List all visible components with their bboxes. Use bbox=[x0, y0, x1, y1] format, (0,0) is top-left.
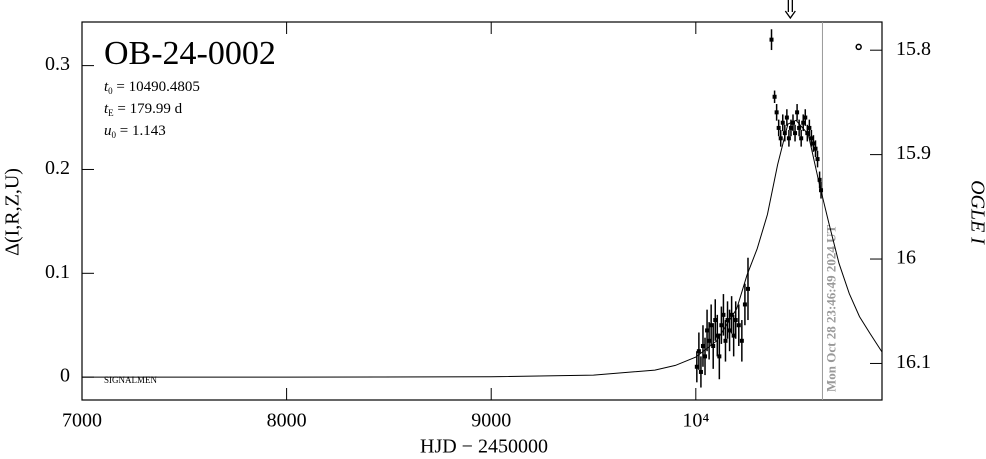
data-point bbox=[819, 188, 824, 193]
chart-title: OB-24-0002 bbox=[104, 35, 276, 72]
data-point bbox=[736, 323, 741, 328]
data-point bbox=[709, 323, 714, 328]
parameter-subscript: E bbox=[108, 108, 114, 118]
y-axis-label: Δ(I,R,Z,U) bbox=[2, 168, 24, 256]
data-point bbox=[795, 110, 800, 115]
data-point bbox=[723, 338, 728, 343]
data-point bbox=[784, 115, 789, 120]
data-point bbox=[815, 157, 820, 162]
parameter-subscript: 0 bbox=[112, 130, 117, 140]
data-point bbox=[707, 338, 712, 343]
data-point bbox=[731, 333, 736, 338]
data-point bbox=[721, 312, 726, 317]
data-point bbox=[733, 318, 738, 323]
y-tick-label: 0.2 bbox=[45, 157, 70, 179]
data-point bbox=[717, 354, 722, 359]
x-tick-label: 8000 bbox=[267, 410, 307, 432]
data-point bbox=[793, 131, 798, 136]
data-point bbox=[713, 318, 718, 323]
data-point bbox=[813, 146, 818, 151]
data-point bbox=[727, 328, 732, 333]
data-point bbox=[817, 177, 822, 182]
parameter-symbol: t bbox=[104, 101, 109, 117]
x-tick-label: 7000 bbox=[62, 410, 102, 432]
data-point bbox=[809, 136, 814, 141]
data-point bbox=[788, 125, 793, 130]
plot-frame bbox=[81, 21, 883, 401]
corner-label: SIGNALMEN bbox=[104, 375, 157, 385]
data-point bbox=[745, 286, 750, 291]
data-point bbox=[805, 131, 810, 136]
parameter-symbol: u bbox=[104, 123, 112, 139]
arrow bbox=[784, 0, 796, 20]
data-point bbox=[799, 136, 804, 141]
parameter-value: = 10490.4805 bbox=[113, 79, 200, 95]
data-point bbox=[797, 125, 802, 130]
x-axis-label: HJD − 2450000 bbox=[420, 436, 548, 458]
model-curve bbox=[82, 119, 883, 378]
data-point bbox=[780, 120, 785, 125]
parameter-value: = 1.143 bbox=[116, 123, 166, 139]
data-point bbox=[769, 37, 774, 42]
data-point bbox=[811, 141, 816, 146]
y2-tick-label: 16.1 bbox=[896, 351, 931, 373]
parameter-subscript: 0 bbox=[108, 86, 113, 96]
data-point bbox=[715, 333, 720, 338]
data-point bbox=[772, 94, 777, 99]
data-point bbox=[739, 338, 744, 343]
data-point bbox=[711, 344, 716, 348]
y2-tick-label: 15.9 bbox=[896, 142, 931, 164]
data-point bbox=[778, 136, 783, 141]
data-point bbox=[786, 136, 791, 141]
data-point bbox=[807, 125, 812, 130]
marker bbox=[855, 43, 862, 51]
data-point bbox=[782, 131, 787, 136]
parameter: u0 = 1.143 bbox=[104, 123, 166, 140]
data-point bbox=[790, 120, 795, 125]
data-point bbox=[696, 349, 701, 354]
data-point bbox=[725, 318, 730, 323]
y2-axis-label: OGLE I bbox=[966, 180, 986, 245]
parameter-symbol: t bbox=[104, 79, 109, 95]
data-point bbox=[774, 110, 779, 115]
data-point bbox=[776, 125, 781, 130]
data-point bbox=[694, 364, 699, 369]
x-tick-label: 9000 bbox=[471, 410, 511, 432]
parameter-value: = 179.99 d bbox=[114, 101, 183, 117]
data-point bbox=[700, 344, 705, 348]
data-point bbox=[705, 328, 710, 333]
data-point bbox=[729, 312, 734, 317]
data-point bbox=[719, 323, 724, 328]
y-tick-label: 0 bbox=[60, 365, 70, 387]
y2-tick-label: 16 bbox=[896, 247, 916, 269]
y2-tick-label: 15.8 bbox=[896, 38, 931, 60]
y-tick-label: 0.1 bbox=[45, 261, 70, 283]
data-point bbox=[801, 120, 806, 125]
data-point bbox=[703, 354, 708, 359]
x-tick-label: 10⁴ bbox=[682, 410, 709, 432]
data-point bbox=[803, 115, 808, 120]
data-point bbox=[742, 302, 747, 307]
parameter: tE = 179.99 d bbox=[104, 101, 183, 118]
data-point bbox=[698, 369, 703, 374]
parameter: t0 = 10490.4805 bbox=[104, 79, 200, 96]
now-label: Mon Oct 28 23:46:49 2024 UT bbox=[823, 224, 838, 392]
y-tick-label: 0.3 bbox=[45, 53, 70, 75]
